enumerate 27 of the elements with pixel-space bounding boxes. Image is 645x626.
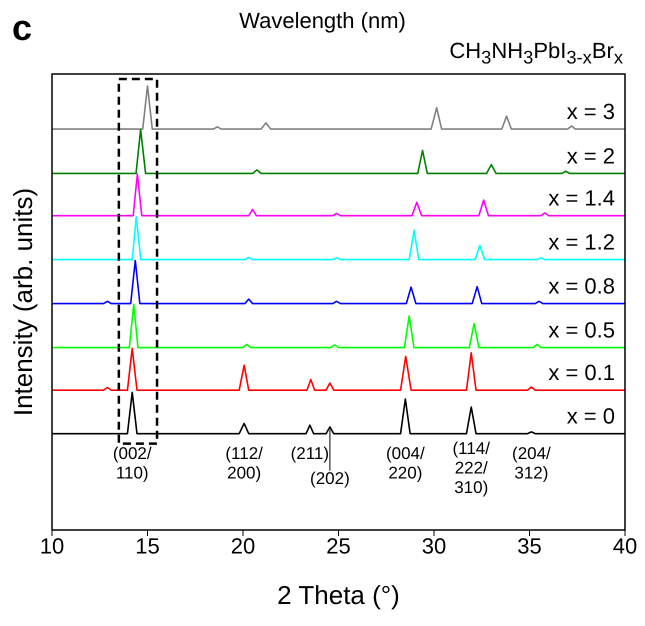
annotation: (114/ 222/ 310) xyxy=(452,438,490,498)
annotation: (202) xyxy=(310,468,350,488)
series-label: x = 1.2 xyxy=(548,230,615,255)
x-tick-label: 25 xyxy=(326,534,351,559)
x-tick-label: 20 xyxy=(230,534,256,559)
series-label: x = 2 xyxy=(566,143,615,168)
series-label: x = 3 xyxy=(566,99,615,124)
x-axis-title: 2 Theta (°) xyxy=(277,580,400,610)
series-label: x = 0.1 xyxy=(548,360,615,386)
series-label: x = 1.4 xyxy=(548,186,615,211)
annotation: (204/ 312) xyxy=(512,444,552,482)
series-label: x = 0.8 xyxy=(548,274,615,299)
annotation: (112/ 200) xyxy=(225,444,264,482)
annotation: (002/ 110) xyxy=(112,444,152,482)
y-axis-title: Intensity (arb. units) xyxy=(8,188,38,416)
x-tick-label: 40 xyxy=(612,534,638,559)
chart-title: CH$_{3}$NH$_{3}$PbI$_{3-x}$Br$_{x}$ xyxy=(449,38,623,68)
series-label: x = 0 xyxy=(566,404,615,429)
x-tick-label: 30 xyxy=(422,534,446,559)
text: c xyxy=(12,7,32,48)
annotation: (004/ 220) xyxy=(386,444,425,482)
series-label: x = 0.5 xyxy=(548,318,615,343)
text: Wavelength (nm) xyxy=(239,8,406,33)
annotation: (211) xyxy=(290,444,330,463)
x-tick-label: 10 xyxy=(40,534,64,559)
x-tick-label: 35 xyxy=(517,534,542,559)
x-tick-label: 15 xyxy=(135,534,160,559)
